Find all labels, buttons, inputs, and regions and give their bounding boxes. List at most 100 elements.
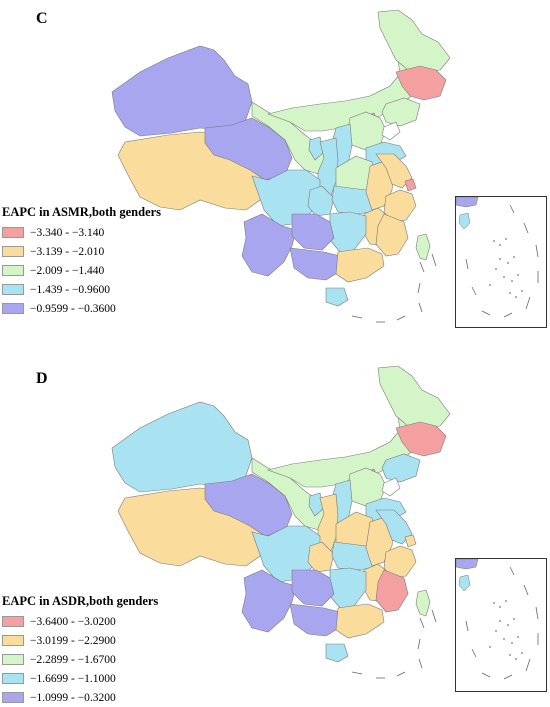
inset-island-dot xyxy=(499,606,501,608)
province-shanghai xyxy=(404,178,417,192)
province-guangdong xyxy=(335,247,385,283)
province-heilongjiang xyxy=(377,365,451,429)
inset-island xyxy=(458,574,471,592)
panel-d: D EAPC in ASDR,both genders −3.6400 - −3… xyxy=(0,348,550,704)
province-jilin xyxy=(395,421,447,457)
province-liaoning xyxy=(381,453,421,483)
inset-boundary-dash xyxy=(535,244,539,258)
legend-item: −0.9599 - −0.3600 xyxy=(2,299,161,318)
inset-island-dot xyxy=(521,652,523,654)
boundary-dash xyxy=(396,315,406,321)
legend-label: −3.340 - −3.140 xyxy=(30,226,105,239)
legend-swatch xyxy=(2,284,24,295)
legend-label: −1.0999 - −0.3200 xyxy=(30,691,116,704)
legend-title: EAPC in ASDR,both genders xyxy=(2,594,159,608)
panel-letter: D xyxy=(36,370,48,387)
panel-c: C EAPC in ASMR,both genders −3.340 - −3.… xyxy=(0,0,550,345)
inset-island-dot xyxy=(517,274,519,276)
province-shanghai xyxy=(404,534,417,548)
boundary-dash xyxy=(417,638,421,650)
china-map xyxy=(111,365,451,679)
legend-label: −1.6699 - −1.1000 xyxy=(30,672,116,685)
legend-item: −1.439 - −0.9600 xyxy=(2,280,161,299)
inset-island-dot xyxy=(505,238,507,240)
inset-island-dot xyxy=(489,284,491,286)
inset-island-dot xyxy=(499,620,501,622)
inset-boundary-dash xyxy=(535,606,539,620)
inset-boundary-dash xyxy=(509,204,515,214)
province-yunnan xyxy=(241,213,297,277)
boundary-dash xyxy=(418,658,423,669)
province-hunan xyxy=(329,211,367,253)
boundary-dash xyxy=(351,671,363,675)
legend-swatch xyxy=(2,635,24,646)
inset-mainland-corner xyxy=(455,196,479,208)
map-legend: EAPC in ASMR,both genders −3.340 - −3.14… xyxy=(2,205,161,318)
inset-boundary-dash xyxy=(465,258,469,270)
inset-island xyxy=(458,212,471,230)
inset-island-dot xyxy=(511,280,513,282)
inset-island-dot xyxy=(503,276,505,278)
inset-island-dot xyxy=(509,292,511,294)
legend-item: −2.009 - −1.440 xyxy=(2,261,161,280)
province-heilongjiang xyxy=(377,9,451,73)
inset-island-dot xyxy=(495,630,497,632)
legend-label: −3.6400 - −3.0200 xyxy=(30,615,116,628)
inset-island-dot xyxy=(493,240,495,242)
bohai-sea xyxy=(381,477,401,497)
inset-island-dot xyxy=(507,262,509,264)
legend-label: −2.2899 - −1.6700 xyxy=(30,653,116,666)
legend-item: −3.0199 - −2.2900 xyxy=(2,631,158,650)
legend-swatch xyxy=(2,673,24,684)
province-xinjiang xyxy=(111,45,253,137)
province-yunnan xyxy=(241,569,297,633)
inset-boundary-dash xyxy=(509,566,515,576)
inset-boundary-dash xyxy=(503,312,513,318)
inset-island-dot xyxy=(511,642,513,644)
province-hunan xyxy=(329,567,367,609)
province-jilin xyxy=(395,65,447,101)
inset-boundary-dash xyxy=(481,310,491,316)
legend-swatch xyxy=(2,265,24,276)
inset-island-dot xyxy=(495,268,497,270)
province-hainan xyxy=(325,287,349,307)
bohai-sea xyxy=(381,121,401,141)
legend-swatch xyxy=(2,616,24,627)
inset-boundary-dash xyxy=(523,584,529,596)
province-liaoning xyxy=(381,97,421,127)
legend-swatch xyxy=(2,246,24,257)
inset-island-dot xyxy=(509,654,511,656)
boundary-dash xyxy=(418,302,423,313)
inset-island-dot xyxy=(515,296,517,298)
inset-island-dot xyxy=(517,636,519,638)
boundary-dash xyxy=(396,671,406,677)
inset-boundary-dash xyxy=(471,648,477,658)
legend-swatch xyxy=(2,654,24,665)
inset-island-dot xyxy=(503,638,505,640)
legend-label: −3.139 - −2.010 xyxy=(30,245,105,258)
inset-island-dot xyxy=(513,256,515,258)
boundary-dash xyxy=(351,315,363,319)
inset-map xyxy=(455,196,539,318)
china-map xyxy=(111,9,451,323)
province-fujian xyxy=(375,569,409,613)
legend-swatch xyxy=(2,692,24,703)
province-guangdong xyxy=(335,603,385,639)
legend-item: −1.0999 - −0.3200 xyxy=(2,688,158,707)
inset-boundary-dash xyxy=(523,222,529,234)
legend-swatch xyxy=(2,303,24,314)
legend-item: −3.139 - −2.010 xyxy=(2,242,161,261)
south-china-sea-inset xyxy=(455,558,547,692)
inset-mainland-corner xyxy=(455,558,479,570)
legend-label: −3.0199 - −2.2900 xyxy=(30,634,116,647)
inset-boundary-dash xyxy=(471,286,477,296)
boundary-dash xyxy=(431,253,437,267)
boundary-dash xyxy=(417,282,421,294)
legend-item: −1.6699 - −1.1000 xyxy=(2,669,158,688)
map-legend: EAPC in ASDR,both genders −3.6400 - −3.0… xyxy=(2,594,158,707)
inset-island-dot xyxy=(499,258,501,260)
legend-label: −1.439 - −0.9600 xyxy=(30,283,111,296)
province-guizhou xyxy=(291,569,335,607)
legend-swatch xyxy=(2,227,24,238)
inset-boundary-dash xyxy=(503,674,513,680)
